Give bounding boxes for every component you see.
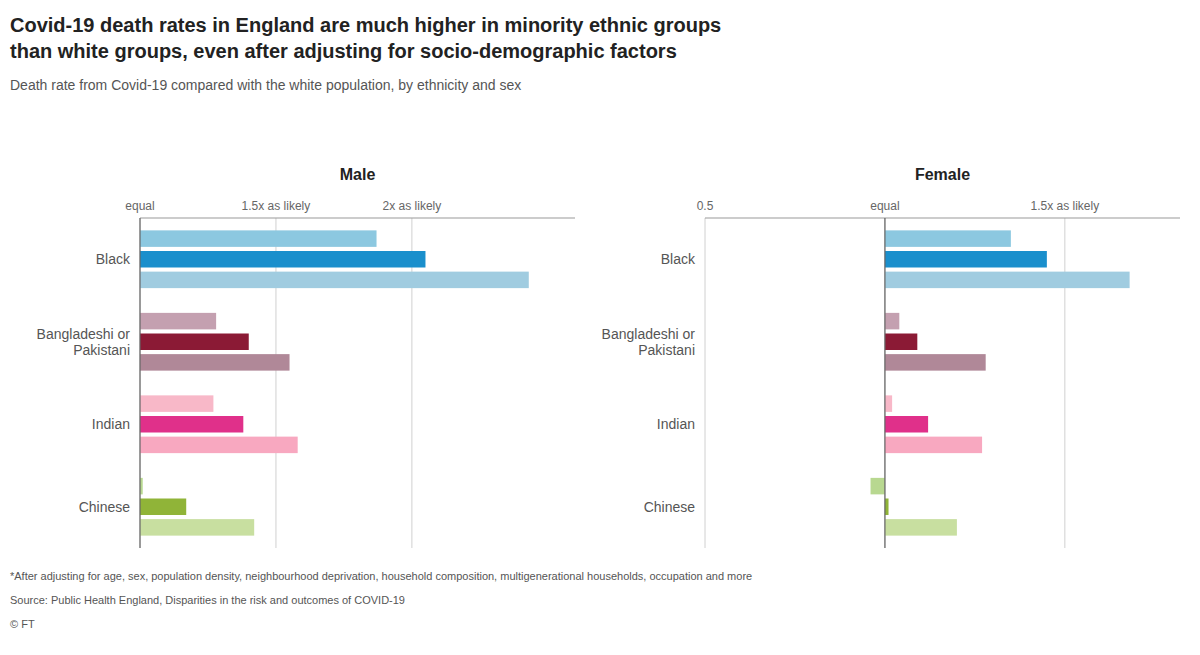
tick-label: 1.5x as likely xyxy=(242,199,311,213)
bar xyxy=(871,478,885,495)
chart-root: Covid-19 death rates in England are much… xyxy=(0,0,1200,655)
tick-label: 2x as likely xyxy=(383,199,442,213)
category-label: Bangladeshi orPakistani xyxy=(37,326,131,358)
bar xyxy=(140,251,425,268)
footnote: Source: Public Health England, Dispariti… xyxy=(10,594,405,606)
category-label-line: Indian xyxy=(92,416,130,432)
base-line xyxy=(884,218,885,548)
title: Covid-19 death rates in England are much… xyxy=(10,14,721,62)
panel: Female 0.5 equal 1.5x as likely Black Banglad… xyxy=(602,166,1180,548)
category-label: Chinese xyxy=(79,499,131,515)
category-label: Black xyxy=(661,251,696,267)
tick-label: 1.5x as likely xyxy=(1030,199,1099,213)
bar xyxy=(885,272,1130,289)
category-label-line: Black xyxy=(661,251,696,267)
bar xyxy=(140,334,249,351)
grid-line xyxy=(705,218,706,548)
bar xyxy=(885,354,986,371)
bar xyxy=(885,230,1011,247)
footnote: © FT xyxy=(10,618,35,630)
category-label-line: Bangladeshi or xyxy=(37,326,131,342)
grid-line xyxy=(140,218,141,548)
category-label: Chinese xyxy=(644,499,696,515)
grid-line xyxy=(884,218,885,548)
panel-title: Female xyxy=(915,166,970,183)
bar xyxy=(885,416,928,433)
bar xyxy=(885,395,892,412)
category-label-line: Chinese xyxy=(644,499,696,515)
bar xyxy=(885,313,899,330)
category-label: Black xyxy=(96,251,131,267)
bar xyxy=(140,354,290,371)
bar xyxy=(885,519,957,536)
bar xyxy=(140,272,529,289)
category-label: Indian xyxy=(657,416,695,432)
tick-label: equal xyxy=(870,199,899,213)
bar xyxy=(885,334,917,351)
tick-label: 0.5 xyxy=(697,199,714,213)
category-label-line: Black xyxy=(96,251,131,267)
axis-line xyxy=(705,218,1180,219)
category-label: Indian xyxy=(92,416,130,432)
bars xyxy=(871,230,1130,535)
bar xyxy=(140,230,377,247)
grid-line xyxy=(1064,218,1065,548)
category-label-line: Pakistani xyxy=(638,342,695,358)
bar xyxy=(140,437,298,454)
bar xyxy=(885,251,1047,268)
bar xyxy=(140,395,213,412)
category-label-line: Bangladeshi or xyxy=(602,326,696,342)
footnote: *After adjusting for age, sex, populatio… xyxy=(10,570,752,582)
axis-line xyxy=(140,218,575,219)
category-label-line: Pakistani xyxy=(73,342,130,358)
title-line: than white groups, even after adjusting … xyxy=(10,40,677,62)
bar xyxy=(140,313,216,330)
bar xyxy=(140,499,186,516)
category-label-line: Chinese xyxy=(79,499,131,515)
panel: Male equal 1.5x as likely 2x as likely Black… xyxy=(37,166,575,548)
category-label-line: Indian xyxy=(657,416,695,432)
bar xyxy=(140,416,243,433)
bar xyxy=(140,519,254,536)
bar xyxy=(885,437,982,454)
bars xyxy=(140,230,529,535)
title-line: Covid-19 death rates in England are much… xyxy=(10,14,721,36)
base-line xyxy=(139,218,140,548)
tick-label: equal xyxy=(125,199,154,213)
subtitle: Death rate from Covid-19 compared with t… xyxy=(10,77,521,93)
category-label: Bangladeshi orPakistani xyxy=(602,326,696,358)
panel-title: Male xyxy=(340,166,376,183)
